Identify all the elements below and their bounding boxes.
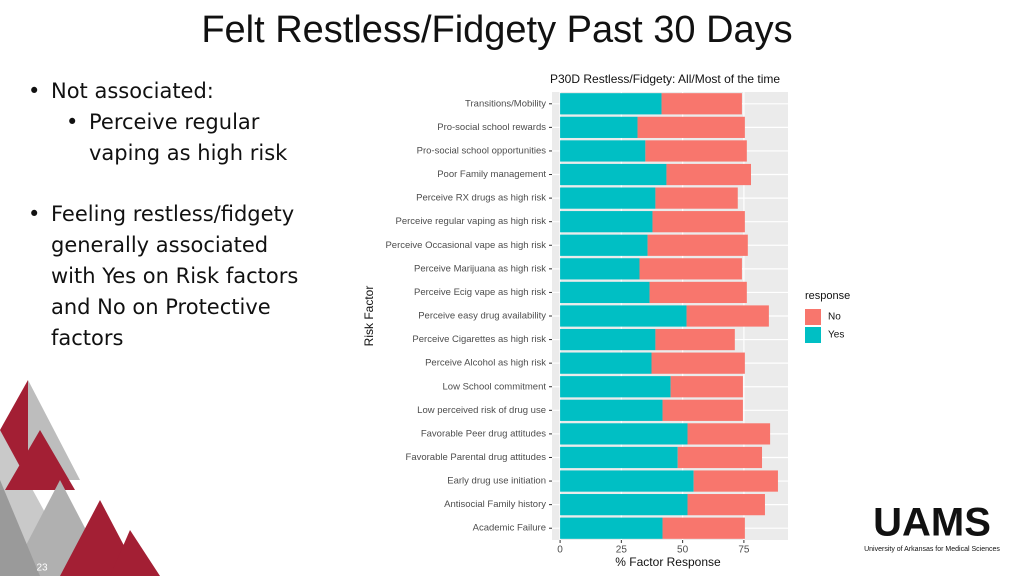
bar-segment bbox=[560, 305, 687, 327]
bar-segment bbox=[637, 116, 745, 138]
bullet-dot: • bbox=[28, 79, 40, 103]
slide-title: Felt Restless/Fidgety Past 30 Days bbox=[201, 9, 792, 51]
bar-segment bbox=[560, 328, 656, 351]
bullet-text: with Yes on Risk factors bbox=[51, 264, 298, 288]
bullet-text: generally associated bbox=[51, 233, 268, 257]
bar-segment bbox=[655, 187, 738, 209]
bar-segment bbox=[647, 234, 748, 256]
y-tick-label: Favorable Peer drug attitudes bbox=[421, 428, 546, 439]
bar-segment bbox=[652, 211, 745, 233]
bar-segment bbox=[560, 494, 688, 516]
chart: P30D Restless/Fidgety: All/Most of the t… bbox=[362, 72, 850, 569]
bar-segment bbox=[670, 376, 743, 398]
chart-title: P30D Restless/Fidgety: All/Most of the t… bbox=[550, 72, 780, 86]
y-tick-label: Perceive regular vaping as high risk bbox=[396, 216, 547, 227]
sub-bullet-text: Perceive regular bbox=[89, 110, 260, 134]
bar-segment bbox=[560, 187, 656, 209]
bar-segment bbox=[687, 494, 765, 516]
bar-segment bbox=[662, 399, 743, 421]
bullet-text: factors bbox=[51, 326, 123, 350]
bar-segment bbox=[560, 116, 638, 138]
bar-segment bbox=[649, 281, 747, 304]
legend-swatch bbox=[805, 309, 821, 325]
bullets: • Not associated: • Perceive regular vaping … bbox=[28, 79, 298, 350]
bullet-dot: • bbox=[28, 202, 40, 226]
legend-swatch bbox=[805, 327, 821, 343]
bar-segment bbox=[560, 517, 663, 539]
bar-segment bbox=[560, 352, 652, 374]
bar-segment bbox=[666, 163, 751, 186]
x-tick-label: 0 bbox=[557, 545, 563, 556]
bar-segment bbox=[560, 281, 650, 304]
y-tick-label: Transitions/Mobility bbox=[465, 98, 546, 109]
y-tick-label: Perceive Occasional vape as high risk bbox=[385, 240, 546, 251]
bar-segment bbox=[560, 258, 640, 280]
x-axis-title: % Factor Response bbox=[615, 555, 721, 569]
bar-segment bbox=[560, 234, 648, 256]
y-tick-label: Antisocial Family history bbox=[444, 499, 546, 510]
y-tick-label: Perceive RX drugs as high risk bbox=[416, 193, 546, 204]
bar-segment bbox=[560, 470, 694, 492]
logo-caption: University of Arkansas for Medical Scien… bbox=[864, 546, 1000, 553]
bar-segment bbox=[560, 140, 646, 162]
x-tick-label: 25 bbox=[616, 545, 628, 556]
legend-title: response bbox=[805, 290, 850, 302]
bar-segment bbox=[661, 93, 742, 115]
x-tick-label: 75 bbox=[738, 545, 750, 556]
bar-segment bbox=[560, 399, 663, 421]
y-tick-label: Perceive Alcohol as high risk bbox=[425, 358, 546, 369]
y-tick-label: Pro-social school opportunities bbox=[417, 145, 547, 156]
y-tick-label: Perceive Cigarettes as high risk bbox=[412, 334, 546, 345]
logo: UAMS bbox=[873, 501, 991, 545]
y-tick-label: Favorable Parental drug attitudes bbox=[406, 452, 547, 463]
y-tick-label: Perceive Ecig vape as high risk bbox=[414, 287, 546, 298]
bar-segment bbox=[560, 423, 688, 445]
sub-bullet-text: vaping as high risk bbox=[89, 141, 288, 165]
bar-segment bbox=[662, 517, 745, 539]
bullet-dot: • bbox=[66, 110, 78, 134]
bar-segment bbox=[645, 140, 747, 162]
bar-segment bbox=[560, 211, 653, 233]
decoration bbox=[0, 380, 160, 576]
x-tick-label: 50 bbox=[677, 545, 689, 556]
bullet-text: Not associated: bbox=[51, 79, 214, 103]
y-tick-label: Early drug use initiation bbox=[447, 476, 546, 487]
y-tick-label: Low School commitment bbox=[443, 381, 547, 392]
y-tick-label: Pro-social school rewards bbox=[437, 122, 546, 133]
bar-segment bbox=[686, 305, 769, 327]
y-axis-title: Risk Factor bbox=[362, 286, 376, 347]
y-tick-label: Academic Failure bbox=[473, 523, 546, 534]
bar-segment bbox=[651, 352, 745, 374]
bullet-text: and No on Protective bbox=[51, 295, 271, 319]
page-number: 23 bbox=[36, 563, 48, 574]
bar-segment bbox=[677, 446, 763, 469]
bar-segment bbox=[560, 446, 678, 469]
y-tick-label: Poor Family management bbox=[437, 169, 546, 180]
legend-label: No bbox=[828, 312, 841, 323]
bar-segment bbox=[560, 163, 667, 186]
bar-segment bbox=[639, 258, 742, 280]
legend-label: Yes bbox=[828, 330, 844, 341]
bar-segment bbox=[560, 93, 662, 115]
bar-segment bbox=[687, 423, 771, 445]
bar-segment bbox=[560, 376, 671, 398]
bullet-text: Feeling restless/fidgety bbox=[51, 202, 294, 226]
y-tick-label: Perceive easy drug availability bbox=[418, 311, 546, 322]
y-tick-label: Perceive Marijuana as high risk bbox=[414, 263, 546, 274]
bar-segment bbox=[693, 470, 778, 492]
bar-segment bbox=[655, 328, 735, 351]
y-tick-label: Low perceived risk of drug use bbox=[417, 405, 546, 416]
